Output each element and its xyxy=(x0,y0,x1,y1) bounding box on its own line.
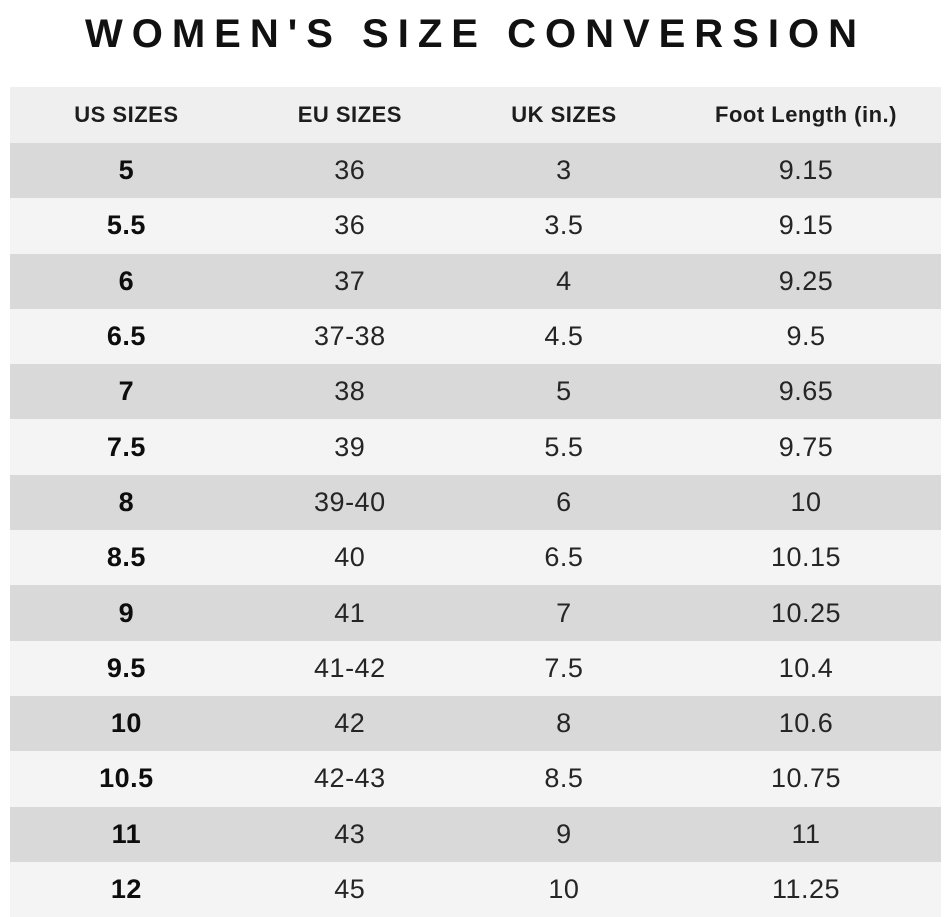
table-cell: 9 xyxy=(10,585,243,641)
header-us-sizes: US SIZES xyxy=(10,87,243,143)
header-eu-sizes: EU SIZES xyxy=(242,87,457,143)
table-cell: 10.15 xyxy=(671,530,941,586)
table-cell: 11 xyxy=(10,806,243,862)
table-row: 6.5 37-38 4.5 9.5 xyxy=(10,308,941,365)
table-cell: 36 xyxy=(242,143,457,199)
table-cell: 6.5 xyxy=(10,308,243,365)
header-row: US SIZES EU SIZES UK SIZES Foot Length (… xyxy=(10,87,941,143)
table-cell: 10.4 xyxy=(671,640,941,696)
table-cell: 3 xyxy=(456,143,671,199)
table-row: 5 36 3 9.15 xyxy=(10,143,941,199)
table-row: 6 37 4 9.25 xyxy=(10,253,941,309)
table-cell: 6 xyxy=(456,474,671,531)
table-cell: 5 xyxy=(10,143,243,199)
table-cell: 39-40 xyxy=(242,474,457,531)
table-cell: 10 xyxy=(10,695,243,752)
table-body: 5 36 3 9.15 5.5 36 3.5 9.15 6 37 4 9.25 6.5 37-38 4.5 9… xyxy=(10,143,941,917)
table-cell: 43 xyxy=(242,806,457,862)
table-cell: 12 xyxy=(10,861,243,917)
table-cell: 41-42 xyxy=(242,640,457,696)
table-cell: 7.5 xyxy=(456,640,671,696)
table-cell: 7 xyxy=(10,364,243,420)
table-cell: 9.75 xyxy=(671,419,941,475)
table-cell: 9.5 xyxy=(671,308,941,365)
table-header: US SIZES EU SIZES UK SIZES Foot Length (… xyxy=(10,87,941,143)
table-cell: 6 xyxy=(10,253,243,309)
table-cell: 5 xyxy=(456,364,671,420)
table-row: 7.5 39 5.5 9.75 xyxy=(10,419,941,475)
table-cell: 5.5 xyxy=(10,198,243,254)
table-cell: 3.5 xyxy=(456,198,671,254)
table-cell: 9 xyxy=(456,806,671,862)
table-row: 10.5 42-43 8.5 10.75 xyxy=(10,751,941,807)
header-foot-length: Foot Length (in.) xyxy=(671,87,941,143)
table-row: 10 42 8 10.6 xyxy=(10,695,941,752)
table-row: 7 38 5 9.65 xyxy=(10,364,941,420)
table-cell: 8 xyxy=(10,474,243,531)
table-cell: 8.5 xyxy=(10,530,243,586)
table-cell: 4 xyxy=(456,253,671,309)
table-cell: 42-43 xyxy=(242,751,457,807)
table-cell: 7 xyxy=(456,585,671,641)
table-cell: 38 xyxy=(242,364,457,420)
table-cell: 37 xyxy=(242,253,457,309)
table-cell: 36 xyxy=(242,198,457,254)
table-cell: 6.5 xyxy=(456,530,671,586)
table-cell: 37-38 xyxy=(242,308,457,365)
table-cell: 9.5 xyxy=(10,640,243,696)
table-row: 11 43 9 11 xyxy=(10,806,941,862)
table-row: 9 41 7 10.25 xyxy=(10,585,941,641)
table-row: 5.5 36 3.5 9.15 xyxy=(10,198,941,254)
header-uk-sizes: UK SIZES xyxy=(456,87,671,143)
table-cell: 8 xyxy=(456,695,671,752)
table-cell: 9.15 xyxy=(671,198,941,254)
table-cell: 39 xyxy=(242,419,457,475)
table-row: 12 45 10 11.25 xyxy=(10,861,941,917)
table-cell: 11.25 xyxy=(671,861,941,917)
table-cell: 9.25 xyxy=(671,253,941,309)
table-cell: 4.5 xyxy=(456,308,671,365)
table-cell: 10.5 xyxy=(10,751,243,807)
table-row: 8.5 40 6.5 10.15 xyxy=(10,530,941,586)
table-cell: 10 xyxy=(671,474,941,531)
table-cell: 9.65 xyxy=(671,364,941,420)
size-conversion-table: US SIZES EU SIZES UK SIZES Foot Length (… xyxy=(10,87,941,917)
table-cell: 5.5 xyxy=(456,419,671,475)
page-title: WOMEN'S SIZE CONVERSION xyxy=(84,12,866,56)
table-cell: 10.75 xyxy=(671,751,941,807)
table-cell: 8.5 xyxy=(456,751,671,807)
table-cell: 45 xyxy=(242,861,457,917)
table-cell: 9.15 xyxy=(671,143,941,199)
table-row: 8 39-40 6 10 xyxy=(10,474,941,531)
table-row: 9.5 41-42 7.5 10.4 xyxy=(10,640,941,696)
table-cell: 11 xyxy=(671,806,941,862)
table-cell: 40 xyxy=(242,530,457,586)
table-cell: 41 xyxy=(242,585,457,641)
table-cell: 10 xyxy=(456,861,671,917)
table-cell: 7.5 xyxy=(10,419,243,475)
table-cell: 10.25 xyxy=(671,585,941,641)
table-cell: 10.6 xyxy=(671,695,941,752)
table-cell: 42 xyxy=(242,695,457,752)
